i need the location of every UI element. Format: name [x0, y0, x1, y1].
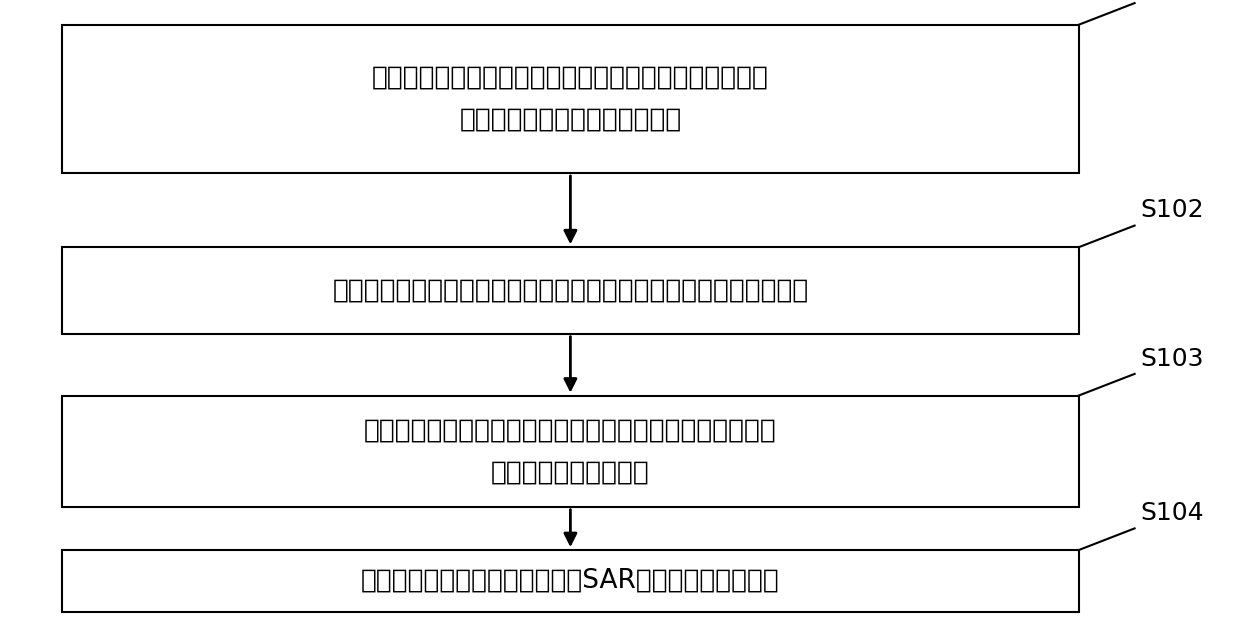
Bar: [62, 247, 1079, 334]
Text: 根据发射的正交非线性调频信号，确定获取到的回波信号
所对应的发射信号的波形顺序；: 根据发射的正交非线性调频信号，确定获取到的回波信号 所对应的发射信号的波形顺序；: [372, 65, 769, 133]
Text: S102: S102: [1141, 198, 1204, 222]
Text: 利用所述距离向匹配函数对所述回波信号进行距离向压缩，
得到距离压缩后的数据: 利用所述距离向匹配函数对所述回波信号进行距离向压缩， 得到距离压缩后的数据: [365, 417, 776, 485]
Text: S104: S104: [1141, 501, 1204, 525]
Bar: [62, 550, 1079, 612]
Text: 根据所述距离压缩后的数据进行SAR成像，得到成像结果: 根据所述距离压缩后的数据进行SAR成像，得到成像结果: [361, 568, 780, 594]
Bar: [62, 25, 1079, 173]
Bar: [62, 396, 1079, 507]
Text: S103: S103: [1141, 347, 1204, 371]
Text: 根据所述波形顺序和所述正交非线性调频信号构建距离向匹配滤波器: 根据所述波形顺序和所述正交非线性调频信号构建距离向匹配滤波器: [332, 277, 808, 303]
